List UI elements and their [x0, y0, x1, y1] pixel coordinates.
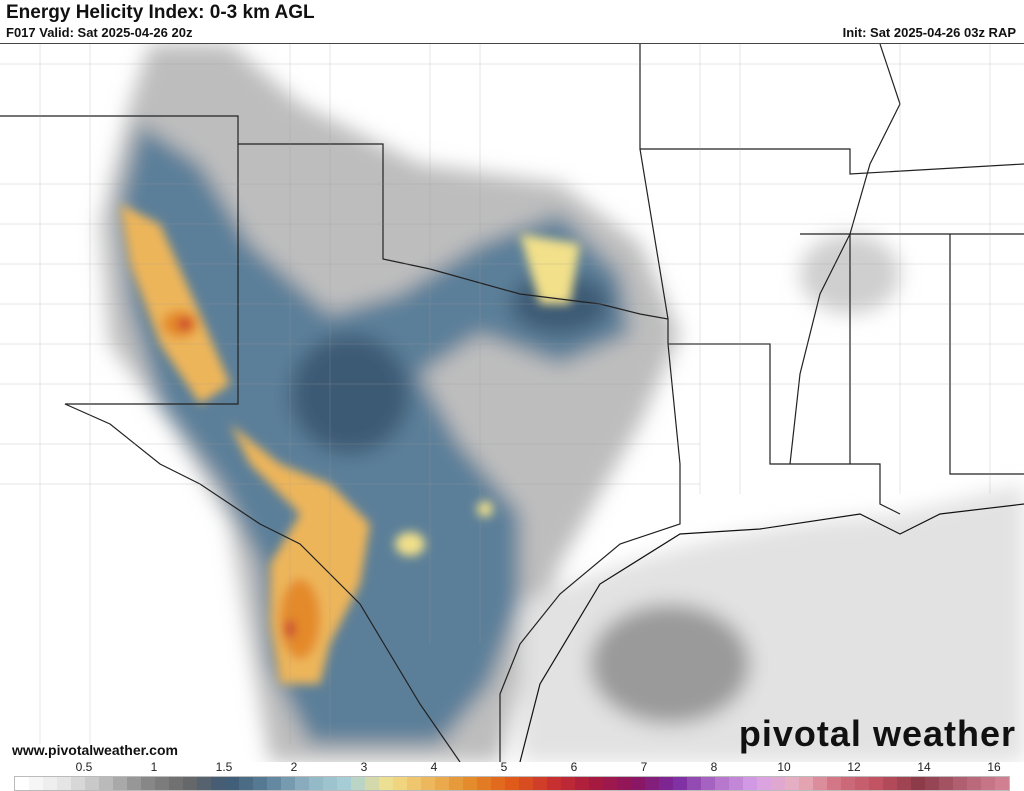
- colorbar-swatch: [197, 777, 211, 790]
- colorbar-swatch: [267, 777, 281, 790]
- colorbar-swatch: [715, 777, 729, 790]
- colorbar-swatch: [701, 777, 715, 790]
- colorbar-tick-label: 8: [710, 760, 718, 774]
- colorbar-swatch: [505, 777, 519, 790]
- colorbar-swatch: [323, 777, 337, 790]
- colorbar-swatch: [309, 777, 323, 790]
- colorbar-swatch: [827, 777, 841, 790]
- colorbar-swatch: [351, 777, 365, 790]
- colorbar-swatch: [561, 777, 575, 790]
- map-title: Energy Helicity Index: 0-3 km AGL: [6, 2, 315, 23]
- colorbar-swatch: [421, 777, 435, 790]
- colorbar-tick-label: 1: [150, 760, 158, 774]
- init-time: Init: Sat 2025-04-26 03z RAP: [842, 25, 1016, 40]
- colorbar-swatch: [547, 777, 561, 790]
- colorbar-swatch: [729, 777, 743, 790]
- colorbar: [14, 776, 1010, 791]
- colorbar-swatch: [379, 777, 393, 790]
- colorbar-swatch: [631, 777, 645, 790]
- colorbar-swatch: [659, 777, 673, 790]
- colorbar-swatch: [939, 777, 953, 790]
- colorbar-swatch: [645, 777, 659, 790]
- colorbar-swatch: [911, 777, 925, 790]
- colorbar-swatch: [365, 777, 379, 790]
- colorbar-swatch: [225, 777, 239, 790]
- colorbar-swatch: [603, 777, 617, 790]
- colorbar-swatch: [841, 777, 855, 790]
- colorbar-labels: 0.5 1 1.5 2 3 4 5 6 7 8 10 12 14 16: [0, 760, 1024, 776]
- colorbar-swatch: [897, 777, 911, 790]
- colorbar-tick-label: 7: [640, 760, 648, 774]
- colorbar-tick-label: 2: [290, 760, 298, 774]
- colorbar-swatch: [127, 777, 141, 790]
- colorbar-swatch: [463, 777, 477, 790]
- colorbar-swatch: [281, 777, 295, 790]
- colorbar-swatch: [785, 777, 799, 790]
- colorbar-tick-label: 16: [987, 760, 1001, 774]
- colorbar-swatch: [295, 777, 309, 790]
- county-grid: [0, 44, 1024, 744]
- colorbar-swatch: [883, 777, 897, 790]
- colorbar-swatch: [519, 777, 533, 790]
- colorbar-swatch: [113, 777, 127, 790]
- colorbar-swatch: [813, 777, 827, 790]
- colorbar-swatch: [757, 777, 771, 790]
- colorbar-tick-label: 4: [430, 760, 438, 774]
- colorbar-tick-label: 3: [360, 760, 368, 774]
- colorbar-swatch: [743, 777, 757, 790]
- colorbar-tick-label: 5: [500, 760, 508, 774]
- colorbar-swatch: [435, 777, 449, 790]
- colorbar-swatch: [253, 777, 267, 790]
- colorbar-swatch: [589, 777, 603, 790]
- colorbar-swatch: [183, 777, 197, 790]
- colorbar-swatch: [449, 777, 463, 790]
- colorbar-swatch: [617, 777, 631, 790]
- colorbar-swatch: [799, 777, 813, 790]
- colorbar-swatch: [995, 777, 1009, 790]
- colorbar-tick-label: 10: [777, 760, 791, 774]
- valid-time: F017 Valid: Sat 2025-04-26 20z: [6, 25, 193, 40]
- weather-map: [0, 43, 1024, 762]
- colorbar-tick-label: 14: [917, 760, 931, 774]
- colorbar-swatch: [953, 777, 967, 790]
- colorbar-swatch: [855, 777, 869, 790]
- colorbar-swatch: [43, 777, 57, 790]
- colorbar-swatch: [869, 777, 883, 790]
- colorbar-swatch: [211, 777, 225, 790]
- colorbar-swatch: [99, 777, 113, 790]
- colorbar-swatch: [491, 777, 505, 790]
- colorbar-tick-label: 12: [847, 760, 861, 774]
- colorbar-tick-label: 6: [570, 760, 578, 774]
- colorbar-swatch: [981, 777, 995, 790]
- colorbar-swatch: [29, 777, 43, 790]
- colorbar-swatch: [407, 777, 421, 790]
- colorbar-swatch: [15, 777, 29, 790]
- colorbar-swatch: [85, 777, 99, 790]
- colorbar-swatch: [57, 777, 71, 790]
- colorbar-swatch: [393, 777, 407, 790]
- colorbar-swatch: [575, 777, 589, 790]
- website-label: www.pivotalweather.com: [12, 742, 178, 758]
- colorbar-swatch: [239, 777, 253, 790]
- colorbar-swatch: [155, 777, 169, 790]
- colorbar-swatch: [477, 777, 491, 790]
- colorbar-swatch: [771, 777, 785, 790]
- colorbar-swatch: [337, 777, 351, 790]
- pivotal-weather-logo: pivotal weather: [738, 713, 1016, 754]
- colorbar-tick-label: 1.5: [215, 760, 233, 774]
- colorbar-swatch: [141, 777, 155, 790]
- colorbar-swatch: [71, 777, 85, 790]
- colorbar-swatch: [169, 777, 183, 790]
- colorbar-tick-label: 0.5: [75, 760, 93, 774]
- colorbar-swatch: [673, 777, 687, 790]
- colorbar-swatch: [967, 777, 981, 790]
- colorbar-swatch: [687, 777, 701, 790]
- colorbar-swatch: [533, 777, 547, 790]
- colorbar-swatch: [925, 777, 939, 790]
